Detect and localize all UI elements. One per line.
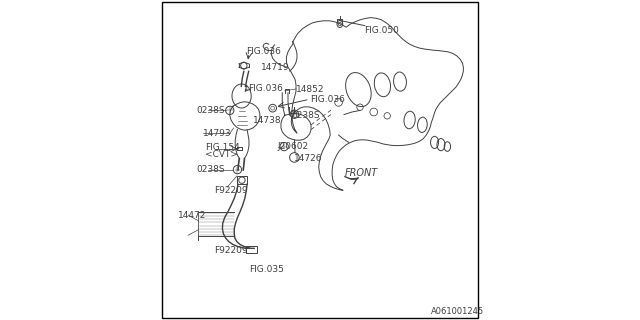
Text: 0238S: 0238S xyxy=(197,165,225,174)
Text: <CVT>: <CVT> xyxy=(205,150,238,159)
Text: FRONT: FRONT xyxy=(345,168,378,178)
Text: FIG.035: FIG.035 xyxy=(249,265,284,274)
Text: 14719: 14719 xyxy=(261,63,289,72)
Text: F92209: F92209 xyxy=(214,246,248,255)
Bar xyxy=(246,246,257,253)
Text: 14472: 14472 xyxy=(178,211,206,220)
Text: FIG.036: FIG.036 xyxy=(310,95,344,104)
Text: FIG.036: FIG.036 xyxy=(246,47,280,56)
Text: 0238S: 0238S xyxy=(292,111,321,120)
Text: A061001245: A061001245 xyxy=(431,308,484,316)
Text: J20602: J20602 xyxy=(278,142,309,151)
Text: FIG.036: FIG.036 xyxy=(248,84,283,92)
Text: FIG.154: FIG.154 xyxy=(205,143,239,152)
Text: 14726: 14726 xyxy=(294,154,323,163)
Text: 14793: 14793 xyxy=(204,129,232,138)
Text: 0238S: 0238S xyxy=(197,106,225,115)
Text: F92209: F92209 xyxy=(214,186,248,195)
Text: 14852: 14852 xyxy=(296,85,324,94)
Bar xyxy=(237,176,247,184)
Text: FIG.050: FIG.050 xyxy=(364,26,399,35)
Text: 14738: 14738 xyxy=(253,116,282,124)
